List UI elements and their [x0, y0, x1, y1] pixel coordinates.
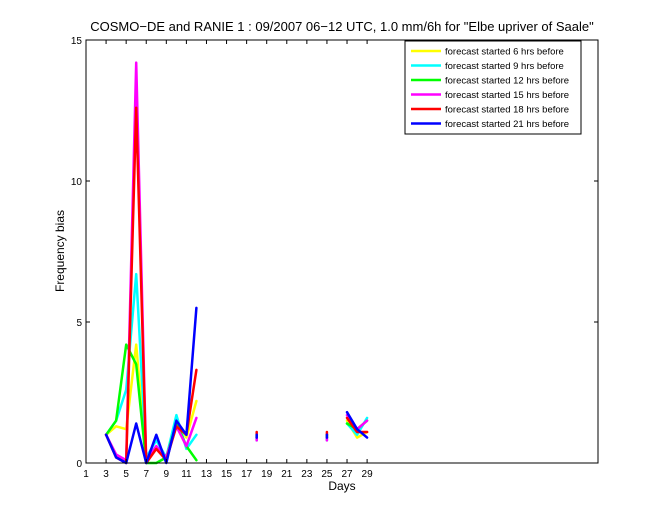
series-line-5-segment-4 — [345, 416, 369, 434]
y-tick-label: 0 — [76, 459, 82, 470]
series-line-6-segment-1 — [104, 306, 198, 465]
legend-label: forecast started 9 hrs before — [445, 61, 564, 72]
plot-frame — [85, 39, 599, 464]
legend-label: forecast started 6 hrs before — [445, 47, 564, 58]
x-tick-label: 1 — [83, 469, 89, 480]
legend-label: forecast started 15 hrs before — [445, 90, 569, 101]
x-tick-label: 11 — [181, 469, 192, 480]
x-tick-label: 3 — [103, 469, 109, 480]
y-axis-label: Frequency bias — [53, 210, 67, 292]
x-tick-label: 9 — [164, 469, 170, 480]
series-line-6-segment-4 — [345, 410, 369, 439]
y-tick-label: 10 — [71, 177, 83, 188]
x-tick-label: 27 — [341, 469, 353, 480]
chart-title: COSMO−DE and RANIE 1 : 09/2007 06−12 UTC… — [90, 19, 594, 34]
legend-label: forecast started 18 hrs before — [445, 105, 569, 116]
x-tick-label: 13 — [201, 469, 213, 480]
x-tick-label: 29 — [362, 469, 374, 480]
series-lines — [104, 61, 369, 465]
x-tick-label: 17 — [241, 469, 253, 480]
x-tick-label: 25 — [321, 469, 333, 480]
series-line-4-segment-1 — [104, 61, 198, 462]
x-tick-label: 7 — [143, 469, 149, 480]
x-axis: 1 3 5 7 9 11 13 15 17 19 21 23 25 27 29 — [83, 40, 373, 480]
y-tick-label: 15 — [71, 36, 83, 47]
legend-label: forecast started 12 hrs before — [445, 76, 569, 87]
x-tick-label: 15 — [221, 469, 233, 480]
legend-label: forecast started 21 hrs before — [445, 119, 569, 130]
legend-box — [404, 40, 582, 135]
x-tick-label: 23 — [301, 469, 313, 480]
x-tick-label: 19 — [261, 469, 273, 480]
x-tick-label: 21 — [281, 469, 293, 480]
legend: forecast started 6 hrs before forecast st… — [404, 40, 582, 135]
y-tick-label: 5 — [76, 318, 82, 329]
x-axis-label: Days — [328, 479, 355, 493]
x-tick-label: 5 — [123, 469, 129, 480]
